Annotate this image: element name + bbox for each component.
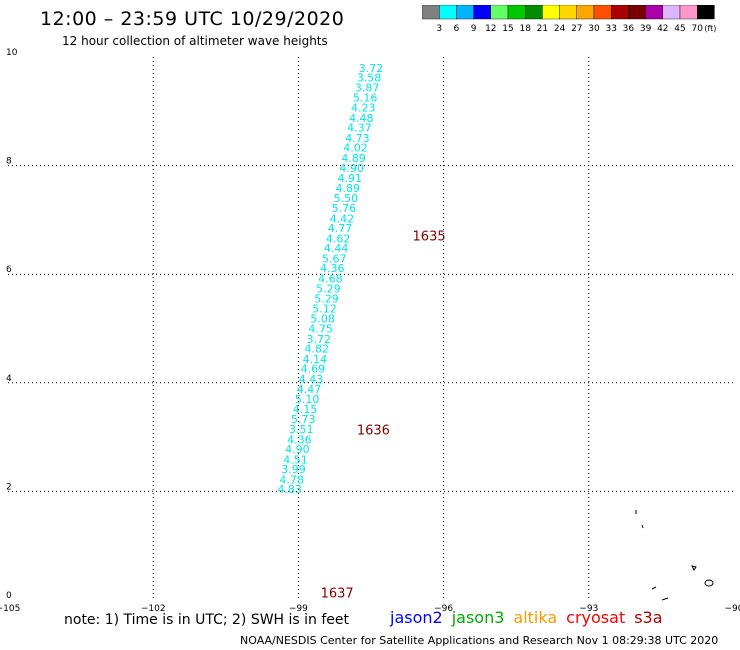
x-tick-label: −102 <box>141 604 166 614</box>
x-tick-label: −105 <box>0 604 20 614</box>
wave-height-label: 4.82 <box>305 343 330 356</box>
wave-height-label: 3.72 <box>359 62 384 75</box>
y-tick-label: 6 <box>6 265 12 275</box>
wave-height-label: 5.08 <box>310 313 335 326</box>
legend-item-jason2: jason2 <box>390 608 443 627</box>
colorbar-tick-label: 6 <box>454 24 460 34</box>
wave-height-label: 4.75 <box>308 323 333 336</box>
wave-height-label: 5.29 <box>316 282 341 295</box>
chart-subtitle: 12 hour collection of altimeter wave hei… <box>62 34 328 48</box>
wave-height-label: 4.69 <box>301 363 326 376</box>
colorbar-tick-label: 45 <box>674 24 685 34</box>
wave-height-label: 5.67 <box>322 252 347 265</box>
legend-item-jason3: jason3 <box>451 608 505 627</box>
wave-height-label: 5.50 <box>334 192 359 205</box>
x-tick-label: −93 <box>579 604 598 614</box>
wave-height-label: 3.72 <box>306 333 331 346</box>
colorbar-tick-label: 15 <box>502 24 513 34</box>
wave-height-colorbar: 3 6 9 12 15 18 21 24 27 30 33 36 39 42 45 70 (ft) <box>422 5 716 34</box>
wave-height-label: 4.47 <box>297 383 322 396</box>
wave-height-label: 4.51 <box>283 453 308 466</box>
wave-height-label: 5.16 <box>353 92 378 105</box>
colorbar-swatch <box>697 5 715 20</box>
wave-height-label: 4.89 <box>336 182 361 195</box>
pass-time-label: 1635 <box>413 230 446 245</box>
wave-height-label: 4.15 <box>293 403 318 416</box>
wave-height-label: 4.44 <box>324 242 349 255</box>
colorbar-tick-label: 21 <box>537 24 548 34</box>
colorbar-tick-label: 18 <box>519 24 531 34</box>
colorbar-tick-label: 9 <box>471 24 477 34</box>
wave-height-label: 4.73 <box>345 132 370 145</box>
wave-height-label: 3.51 <box>289 423 314 436</box>
legend-item-altika: altika <box>513 608 558 627</box>
colorbar-tick-label: 12 <box>485 24 496 34</box>
y-tick-label: 2 <box>6 482 12 492</box>
wave-height-label: 4.90 <box>285 443 310 456</box>
colorbar-tick-label: 27 <box>571 24 582 34</box>
wave-height-label: 4.78 <box>279 473 304 486</box>
colorbar-tick-label: 39 <box>640 24 652 34</box>
x-tick-label: −90 <box>725 604 740 614</box>
wave-height-label: 4.68 <box>318 273 343 286</box>
wave-height-label: 4.83 <box>277 483 302 496</box>
wave-height-label: 3.58 <box>357 72 382 85</box>
colorbar-tick-label: 70 <box>691 24 703 34</box>
colorbar-tick-label: 36 <box>623 24 635 34</box>
source-footer: NOAA/NESDIS Center for Satellite Applica… <box>240 634 719 647</box>
legend-item-cryosat: cryosat <box>566 608 626 627</box>
colorbar-tick-label: 3 <box>436 24 442 34</box>
wave-height-label: 4.36 <box>287 433 312 446</box>
wave-height-label: 4.77 <box>328 222 353 235</box>
wave-height-label: 5.10 <box>295 393 320 406</box>
y-tick-label: 4 <box>6 374 12 384</box>
wave-height-label: 4.89 <box>341 152 366 165</box>
wave-height-label: 4.37 <box>347 122 372 135</box>
chart-title: 12:00 – 23:59 UTC 10/29/2020 <box>40 8 345 30</box>
satellite-legend: jason2 jason3 altika cryosat s3a <box>390 608 672 627</box>
footnote: note: 1) Time is in UTC; 2) SWH is in fe… <box>64 612 350 628</box>
wave-height-label: 4.14 <box>303 353 328 366</box>
coastline <box>635 510 714 601</box>
y-tick-label: 10 <box>6 48 18 58</box>
y-tick-label: 0 <box>6 591 12 601</box>
wave-height-label: 5.12 <box>312 302 337 315</box>
wave-height-label: 3.99 <box>281 463 306 476</box>
wave-height-label: 3.87 <box>355 81 380 94</box>
x-tick-label: −99 <box>289 604 308 614</box>
legend-item-s3a: s3a <box>634 608 663 627</box>
wave-height-label: 4.02 <box>343 142 368 155</box>
pass-time-label: 1636 <box>357 423 390 438</box>
colorbar-tick-label: 42 <box>657 24 668 34</box>
x-tick-label: −96 <box>434 604 453 614</box>
colorbar-tick-label: 30 <box>588 24 600 34</box>
wave-height-label: 4.91 <box>337 172 362 185</box>
wave-height-label: 4.42 <box>330 212 355 225</box>
wave-height-label: 4.62 <box>326 232 351 245</box>
wave-height-label: 5.73 <box>291 413 316 426</box>
colorbar-unit: (ft) <box>704 24 716 33</box>
wave-height-label: 4.36 <box>320 262 345 275</box>
wave-height-label: 4.43 <box>299 373 324 386</box>
wave-height-label: 4.23 <box>351 101 376 114</box>
wave-height-label: 4.90 <box>339 162 364 175</box>
colorbar-tick-label: 33 <box>605 24 616 34</box>
colorbar-tick-label: 24 <box>554 24 566 34</box>
y-tick-label: 8 <box>6 157 12 167</box>
pass-time-label: 1637 <box>321 586 354 601</box>
wave-height-label: 5.29 <box>314 293 339 306</box>
wave-height-label: 5.76 <box>332 202 357 215</box>
wave-height-label: 4.48 <box>349 112 374 125</box>
